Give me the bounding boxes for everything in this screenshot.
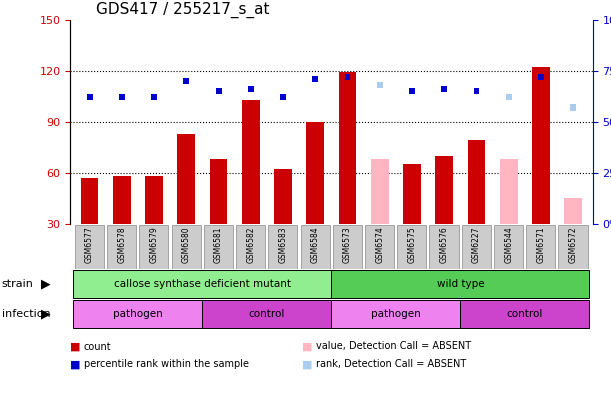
FancyBboxPatch shape <box>331 299 461 328</box>
Bar <box>532 67 550 224</box>
Text: GSM6580: GSM6580 <box>182 226 191 263</box>
FancyBboxPatch shape <box>139 225 168 269</box>
Text: GSM6574: GSM6574 <box>375 226 384 263</box>
Text: ■: ■ <box>302 341 313 352</box>
Text: pathogen: pathogen <box>371 309 421 319</box>
Bar <box>467 141 486 224</box>
Bar <box>151 94 157 100</box>
Text: GSM6573: GSM6573 <box>343 226 352 263</box>
Bar <box>565 198 582 224</box>
Text: GSM6579: GSM6579 <box>150 226 159 263</box>
Bar <box>177 134 196 224</box>
Text: value, Detection Call = ABSENT: value, Detection Call = ABSENT <box>316 341 471 352</box>
Text: GSM6544: GSM6544 <box>504 226 513 263</box>
FancyBboxPatch shape <box>202 299 331 328</box>
Bar <box>345 74 351 80</box>
Bar <box>183 78 189 84</box>
FancyBboxPatch shape <box>236 225 265 269</box>
Bar <box>87 94 92 100</box>
Text: control: control <box>249 309 285 319</box>
Bar <box>377 82 382 88</box>
Bar <box>441 86 447 92</box>
FancyBboxPatch shape <box>397 225 426 269</box>
Text: count: count <box>84 341 111 352</box>
FancyBboxPatch shape <box>430 225 458 269</box>
Bar <box>210 159 227 224</box>
Text: GSM6572: GSM6572 <box>569 226 578 263</box>
Text: ▶: ▶ <box>41 307 51 320</box>
Text: GSM6582: GSM6582 <box>246 226 255 263</box>
Text: control: control <box>507 309 543 319</box>
FancyBboxPatch shape <box>172 225 200 269</box>
FancyBboxPatch shape <box>494 225 523 269</box>
Bar <box>571 105 576 110</box>
Text: callose synthase deficient mutant: callose synthase deficient mutant <box>114 279 291 289</box>
Bar <box>216 88 222 94</box>
Bar <box>81 178 98 224</box>
Bar <box>506 94 512 100</box>
Bar <box>307 122 324 224</box>
Text: GSM6581: GSM6581 <box>214 226 223 263</box>
Bar <box>274 169 292 224</box>
Text: ▶: ▶ <box>41 278 51 291</box>
FancyBboxPatch shape <box>526 225 555 269</box>
Text: GDS417 / 255217_s_at: GDS417 / 255217_s_at <box>97 2 270 19</box>
Bar <box>248 86 254 92</box>
FancyBboxPatch shape <box>301 225 329 269</box>
Text: GSM6577: GSM6577 <box>85 226 94 263</box>
Bar <box>242 100 260 224</box>
Text: rank, Detection Call = ABSENT: rank, Detection Call = ABSENT <box>316 359 466 369</box>
FancyBboxPatch shape <box>462 225 491 269</box>
FancyBboxPatch shape <box>331 270 590 299</box>
Text: GSM6578: GSM6578 <box>117 226 126 263</box>
FancyBboxPatch shape <box>75 225 104 269</box>
Bar <box>119 94 125 100</box>
Text: GSM6571: GSM6571 <box>536 226 546 263</box>
Text: strain: strain <box>2 279 34 289</box>
Text: ■: ■ <box>302 359 313 369</box>
Text: pathogen: pathogen <box>113 309 163 319</box>
Bar <box>312 76 318 82</box>
Text: GSM6227: GSM6227 <box>472 226 481 263</box>
Text: GSM6575: GSM6575 <box>408 226 417 263</box>
Bar <box>409 88 415 94</box>
FancyBboxPatch shape <box>73 270 331 299</box>
FancyBboxPatch shape <box>365 225 394 269</box>
Text: percentile rank within the sample: percentile rank within the sample <box>84 359 249 369</box>
Bar <box>538 74 544 80</box>
Bar <box>280 94 286 100</box>
FancyBboxPatch shape <box>461 299 590 328</box>
FancyBboxPatch shape <box>204 225 233 269</box>
Bar <box>371 159 389 224</box>
Text: wild type: wild type <box>437 279 485 289</box>
Bar <box>338 72 356 224</box>
Text: ■: ■ <box>70 359 81 369</box>
Bar <box>113 176 131 224</box>
Bar <box>436 156 453 224</box>
Bar <box>474 88 480 94</box>
FancyBboxPatch shape <box>558 225 588 269</box>
Text: GSM6576: GSM6576 <box>440 226 449 263</box>
Text: ■: ■ <box>70 341 81 352</box>
Text: GSM6584: GSM6584 <box>311 226 320 263</box>
Text: GSM6583: GSM6583 <box>279 226 288 263</box>
FancyBboxPatch shape <box>268 225 298 269</box>
FancyBboxPatch shape <box>73 299 202 328</box>
Bar <box>403 164 421 224</box>
Bar <box>145 176 163 224</box>
FancyBboxPatch shape <box>333 225 362 269</box>
Text: infection: infection <box>2 309 51 319</box>
FancyBboxPatch shape <box>107 225 136 269</box>
Bar <box>500 159 518 224</box>
